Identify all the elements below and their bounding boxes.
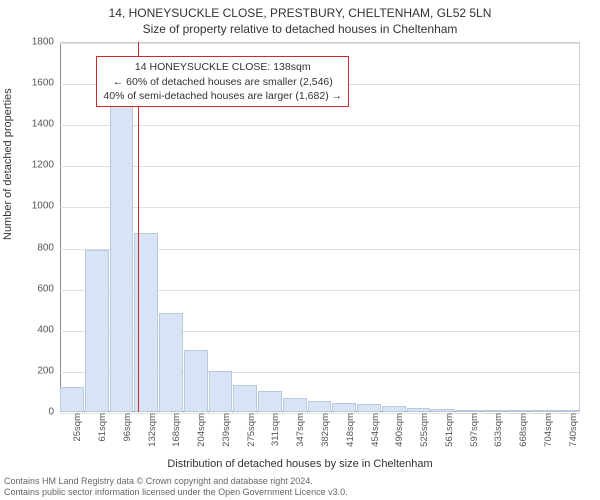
y-tick-label: 400: [14, 324, 54, 335]
histogram-bar: [555, 410, 579, 412]
histogram-bar: [407, 408, 431, 412]
y-tick-label: 600: [14, 283, 54, 294]
chart-title-line2: Size of property relative to detached ho…: [0, 22, 600, 36]
x-tick-label: 633sqm: [493, 413, 498, 447]
x-tick-label: 597sqm: [469, 413, 474, 447]
x-tick-label: 96sqm: [122, 413, 127, 442]
chart-container: 14, HONEYSUCKLE CLOSE, PRESTBURY, CHELTE…: [0, 0, 600, 500]
x-tick-label: 168sqm: [171, 413, 176, 447]
chart-title-line1: 14, HONEYSUCKLE CLOSE, PRESTBURY, CHELTE…: [0, 6, 600, 20]
histogram-bar: [481, 410, 505, 412]
y-tick-label: 1200: [14, 160, 54, 171]
annotation-line3: 40% of semi-detached houses are larger (…: [103, 89, 342, 103]
x-tick-label: 204sqm: [196, 413, 201, 447]
y-tick-label: 1800: [14, 37, 54, 48]
histogram-bar: [530, 410, 554, 412]
histogram-bar: [85, 250, 109, 412]
histogram-bar: [456, 410, 480, 412]
x-tick-label: 740sqm: [568, 413, 573, 447]
x-tick-label: 275sqm: [246, 413, 251, 447]
x-tick-label: 347sqm: [295, 413, 300, 447]
histogram-bar: [308, 401, 332, 412]
y-tick-label: 1400: [14, 119, 54, 130]
annotation-line1: 14 HONEYSUCKLE CLOSE: 138sqm: [103, 60, 342, 74]
y-axis-label: Number of detached properties: [2, 88, 14, 240]
x-tick-label: 25sqm: [72, 413, 77, 442]
plot-area: 25sqm61sqm96sqm132sqm168sqm204sqm239sqm2…: [60, 42, 580, 412]
annotation-line2: ← 60% of detached houses are smaller (2,…: [103, 75, 342, 89]
x-tick-label: 668sqm: [518, 413, 523, 447]
x-tick-label: 490sqm: [394, 413, 399, 447]
x-tick-label: 704sqm: [543, 413, 548, 447]
footer-attribution: Contains HM Land Registry data © Crown c…: [4, 476, 596, 499]
histogram-bar: [233, 385, 257, 412]
annotation-box: 14 HONEYSUCKLE CLOSE: 138sqm← 60% of det…: [96, 56, 349, 107]
histogram-bar: [357, 404, 381, 412]
histogram-bar: [184, 350, 208, 412]
histogram-bar: [209, 371, 233, 412]
y-axis-line: [60, 43, 61, 412]
histogram-bar: [506, 410, 530, 412]
histogram-bar: [332, 403, 356, 412]
footer-line1: Contains HM Land Registry data © Crown c…: [4, 476, 596, 487]
y-tick-label: 800: [14, 242, 54, 253]
x-tick-label: 239sqm: [221, 413, 226, 447]
footer-line2: Contains public sector information licen…: [4, 487, 596, 498]
histogram-bar: [283, 398, 307, 412]
x-tick-label: 525sqm: [419, 413, 424, 447]
histogram-bar: [60, 387, 84, 412]
x-tick-label: 418sqm: [345, 413, 350, 447]
x-tick-label: 454sqm: [370, 413, 375, 447]
x-tick-label: 132sqm: [147, 413, 152, 447]
y-tick-label: 1000: [14, 201, 54, 212]
histogram-bar: [110, 71, 134, 412]
x-tick-label: 61sqm: [97, 413, 102, 442]
x-tick-label: 382sqm: [320, 413, 325, 447]
x-axis-label: Distribution of detached houses by size …: [0, 458, 600, 470]
histogram-bar: [382, 406, 406, 412]
y-tick-label: 1600: [14, 78, 54, 89]
histogram-bar: [431, 409, 455, 412]
histogram-bar: [159, 313, 183, 412]
y-tick-label: 200: [14, 365, 54, 376]
histogram-bar: [258, 391, 282, 412]
x-tick-label: 311sqm: [270, 413, 275, 446]
x-tick-label: 561sqm: [444, 413, 449, 447]
y-tick-label: 0: [14, 407, 54, 418]
